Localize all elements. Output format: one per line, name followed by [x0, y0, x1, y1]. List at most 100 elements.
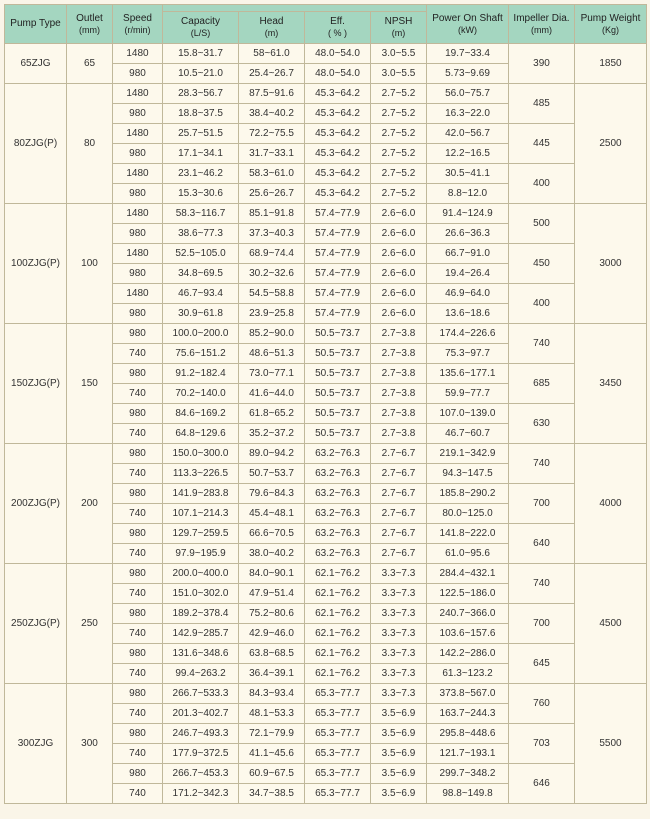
cell-npsh: 3.3~7.3	[371, 603, 427, 623]
cell-impeller: 740	[509, 443, 575, 483]
cell-eff: 65.3~77.7	[305, 683, 371, 703]
cell-head: 36.4~39.1	[239, 663, 305, 683]
cell-speed: 740	[113, 703, 163, 723]
cell-capacity: 201.3~402.7	[163, 703, 239, 723]
cell-speed: 1480	[113, 243, 163, 263]
cell-speed: 980	[113, 563, 163, 583]
cell-head: 42.9~46.0	[239, 623, 305, 643]
cell-eff: 45.3~64.2	[305, 143, 371, 163]
cell-impeller: 685	[509, 363, 575, 403]
cell-npsh: 2.6~6.0	[371, 243, 427, 263]
cell-capacity: 177.9~372.5	[163, 743, 239, 763]
cell-eff: 57.4~77.9	[305, 243, 371, 263]
cell-power: 75.3~97.7	[427, 343, 509, 363]
cell-head: 72.2~75.5	[239, 123, 305, 143]
table-row: 300ZJG300980266.7~533.384.3~93.465.3~77.…	[5, 683, 647, 703]
cell-power: 19.7~33.4	[427, 43, 509, 63]
cell-pump-type: 65ZJG	[5, 43, 67, 83]
cell-eff: 62.1~76.2	[305, 563, 371, 583]
cell-speed: 980	[113, 403, 163, 423]
cell-power: 163.7~244.3	[427, 703, 509, 723]
cell-outlet: 80	[67, 83, 113, 203]
cell-power: 13.6~18.6	[427, 303, 509, 323]
cell-eff: 45.3~64.2	[305, 183, 371, 203]
cell-power: 80.0~125.0	[427, 503, 509, 523]
cell-outlet: 200	[67, 443, 113, 563]
cell-npsh: 3.5~6.9	[371, 703, 427, 723]
cell-pump-type: 200ZJG(P)	[5, 443, 67, 563]
cell-npsh: 3.5~6.9	[371, 783, 427, 803]
cell-impeller: 445	[509, 123, 575, 163]
cell-weight: 3000	[575, 203, 647, 323]
cell-capacity: 18.8~37.5	[163, 103, 239, 123]
cell-npsh: 2.6~6.0	[371, 303, 427, 323]
cell-capacity: 15.3~30.6	[163, 183, 239, 203]
cell-eff: 50.5~73.7	[305, 423, 371, 443]
cell-eff: 63.2~76.3	[305, 503, 371, 523]
cell-npsh: 3.0~5.5	[371, 63, 427, 83]
cell-head: 31.7~33.1	[239, 143, 305, 163]
cell-capacity: 91.2~182.4	[163, 363, 239, 383]
table-row: 150ZJG(P)150980100.0~200.085.2~90.050.5~…	[5, 323, 647, 343]
cell-power: 174.4~226.6	[427, 323, 509, 343]
cell-head: 50.7~53.7	[239, 463, 305, 483]
col-weight: Pump Weight(Kg)	[575, 5, 647, 44]
cell-head: 38.4~40.2	[239, 103, 305, 123]
cell-capacity: 58.3~116.7	[163, 203, 239, 223]
cell-eff: 57.4~77.9	[305, 303, 371, 323]
cell-speed: 740	[113, 503, 163, 523]
table-row: 200ZJG(P)200980150.0~300.089.0~94.263.2~…	[5, 443, 647, 463]
cell-head: 58.3~61.0	[239, 163, 305, 183]
cell-impeller: 485	[509, 83, 575, 123]
cell-head: 75.2~80.6	[239, 603, 305, 623]
cell-speed: 740	[113, 343, 163, 363]
cell-head: 63.8~68.5	[239, 643, 305, 663]
cell-pump-type: 80ZJG(P)	[5, 83, 67, 203]
cell-speed: 980	[113, 303, 163, 323]
cell-power: 26.6~36.3	[427, 223, 509, 243]
cell-capacity: 28.3~56.7	[163, 83, 239, 103]
cell-eff: 45.3~64.2	[305, 103, 371, 123]
cell-npsh: 2.7~5.2	[371, 103, 427, 123]
cell-head: 85.1~91.8	[239, 203, 305, 223]
cell-head: 84.3~93.4	[239, 683, 305, 703]
cell-npsh: 3.3~7.3	[371, 563, 427, 583]
cell-head: 25.4~26.7	[239, 63, 305, 83]
cell-eff: 45.3~64.2	[305, 123, 371, 143]
cell-npsh: 3.5~6.9	[371, 743, 427, 763]
cell-eff: 65.3~77.7	[305, 743, 371, 763]
cell-head: 87.5~91.6	[239, 83, 305, 103]
cell-eff: 65.3~77.7	[305, 723, 371, 743]
cell-speed: 740	[113, 383, 163, 403]
cell-speed: 1480	[113, 123, 163, 143]
cell-capacity: 34.8~69.5	[163, 263, 239, 283]
cell-impeller: 400	[509, 283, 575, 323]
cell-capacity: 84.6~169.2	[163, 403, 239, 423]
cell-power: 56.0~75.7	[427, 83, 509, 103]
cell-power: 373.8~567.0	[427, 683, 509, 703]
cell-head: 30.2~32.6	[239, 263, 305, 283]
cell-head: 23.9~25.8	[239, 303, 305, 323]
cell-capacity: 46.7~93.4	[163, 283, 239, 303]
col-impeller: Impeller Dia.(mm)	[509, 5, 575, 44]
cell-npsh: 2.7~5.2	[371, 83, 427, 103]
cell-impeller: 740	[509, 563, 575, 603]
cell-eff: 50.5~73.7	[305, 403, 371, 423]
cell-speed: 980	[113, 443, 163, 463]
cell-outlet: 150	[67, 323, 113, 443]
cell-npsh: 2.7~3.8	[371, 323, 427, 343]
cell-impeller: 740	[509, 323, 575, 363]
cell-power: 66.7~91.0	[427, 243, 509, 263]
cell-speed: 1480	[113, 283, 163, 303]
table-header: Pump Type Outlet(mm) Speed(r/min) Power …	[5, 5, 647, 44]
cell-power: 19.4~26.4	[427, 263, 509, 283]
cell-npsh: 2.7~6.7	[371, 523, 427, 543]
cell-capacity: 142.9~285.7	[163, 623, 239, 643]
cell-speed: 980	[113, 63, 163, 83]
cell-head: 68.9~74.4	[239, 243, 305, 263]
cell-speed: 980	[113, 363, 163, 383]
cell-power: 284.4~432.1	[427, 563, 509, 583]
cell-speed: 740	[113, 623, 163, 643]
cell-npsh: 2.6~6.0	[371, 283, 427, 303]
cell-eff: 62.1~76.2	[305, 583, 371, 603]
